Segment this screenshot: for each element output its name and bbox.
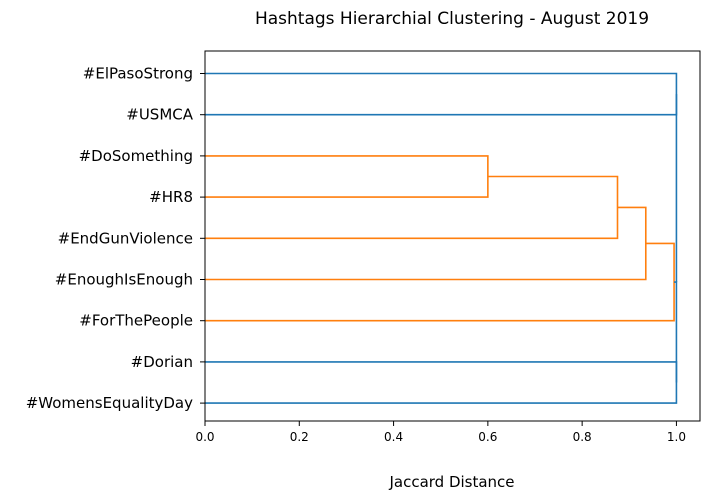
dendrogram-link bbox=[205, 175, 619, 240]
leaf-label: #HR8 bbox=[149, 188, 193, 206]
leaf-label: #WomensEqualityDay bbox=[26, 394, 193, 412]
leaf-labels: #ElPasoStrong #USMCA #DoSomething #HR8 #EndG… bbox=[26, 65, 205, 412]
leaf-label: #ElPasoStrong bbox=[83, 65, 193, 83]
dendrogram-link bbox=[205, 206, 647, 281]
dendrogram-link bbox=[205, 155, 489, 198]
dendrogram-link bbox=[205, 242, 675, 322]
leaf-label: #DoSomething bbox=[79, 147, 193, 165]
leaf-label: #EndGunViolence bbox=[58, 229, 193, 247]
dendrogram-link bbox=[205, 72, 678, 116]
x-axis-ticks: 0.0 0.2 0.4 0.6 0.8 1.0 bbox=[195, 421, 686, 444]
chart-title: Hashtags Hierarchial Clustering - August… bbox=[255, 9, 649, 29]
dendrogram-link bbox=[205, 361, 678, 404]
x-tick-label: 0.8 bbox=[573, 430, 592, 444]
x-tick-label: 0.6 bbox=[478, 430, 497, 444]
leaf-label: #Dorian bbox=[131, 353, 193, 371]
x-tick-label: 0.0 bbox=[195, 430, 214, 444]
leaf-label: #USMCA bbox=[126, 106, 193, 124]
plot-frame bbox=[204, 50, 701, 422]
leaf-label: #ForThePeople bbox=[79, 312, 193, 330]
x-tick-label: 0.2 bbox=[290, 430, 309, 444]
x-axis-label: Jaccard Distance bbox=[388, 473, 514, 491]
x-tick-label: 1.0 bbox=[667, 430, 686, 444]
x-tick-label: 0.4 bbox=[384, 430, 403, 444]
leaf-label: #EnoughIsEnough bbox=[55, 271, 193, 289]
dendrogram-links bbox=[205, 72, 678, 404]
